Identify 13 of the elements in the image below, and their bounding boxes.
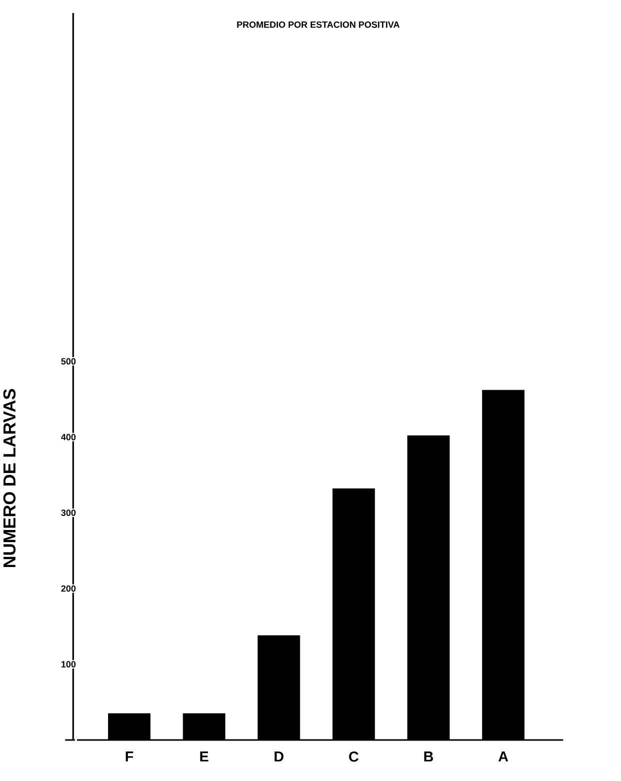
- x-tick-label: A: [498, 752, 508, 762]
- y-tick-label: 300: [61, 510, 76, 516]
- y-tick-label: 400: [60, 434, 76, 440]
- y-axis-title: NUMERO DE LARVAS: [3, 389, 16, 568]
- y-tick-label: 200: [61, 585, 76, 592]
- text: PROMEDIO POR ESTACION POSITIVA: [237, 21, 400, 28]
- x-tick-label: B: [424, 752, 433, 762]
- x-tick-label: C: [348, 752, 358, 762]
- x-tick-label: D: [274, 752, 284, 762]
- x-tick-label: F: [126, 752, 133, 762]
- x-tick-label: E: [200, 752, 208, 762]
- y-tick-label: 500: [61, 358, 76, 365]
- y-tick-label: 100: [61, 661, 76, 668]
